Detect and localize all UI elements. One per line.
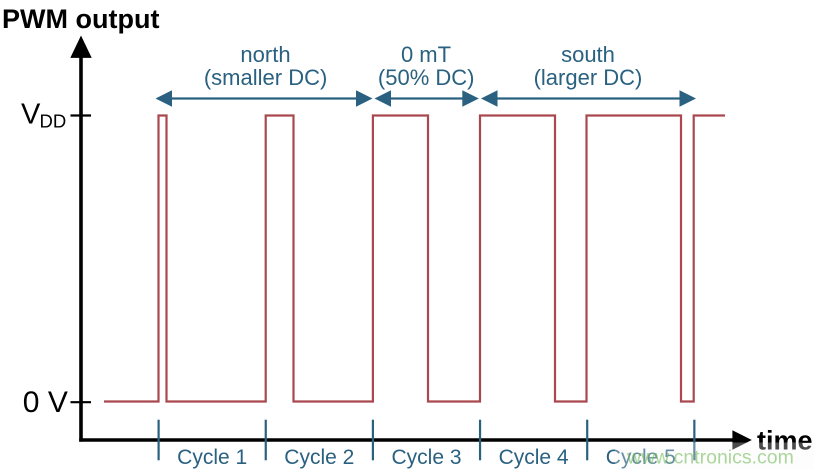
svg-text:www.cntronics.com: www.cntronics.com [626, 446, 794, 468]
svg-text:Cycle 5: Cycle 5 [606, 446, 676, 469]
svg-text:Cycle 4: Cycle 4 [499, 446, 569, 469]
svg-text:north: north [240, 42, 290, 67]
svg-text:Cycle 1: Cycle 1 [177, 446, 247, 469]
svg-text:(smaller DC): (smaller DC) [204, 65, 327, 90]
svg-text:PWM output: PWM output [2, 4, 159, 34]
svg-text:(larger DC): (larger DC) [534, 65, 643, 90]
svg-text:V: V [21, 98, 41, 130]
svg-text:time: time [757, 425, 813, 455]
svg-text:DD: DD [40, 111, 67, 132]
svg-text:Cycle 3: Cycle 3 [391, 446, 461, 469]
svg-text:0 V: 0 V [23, 386, 68, 419]
svg-text:(50% DC): (50% DC) [378, 65, 475, 90]
svg-text:0 mT: 0 mT [401, 42, 451, 67]
svg-text:Cycle 2: Cycle 2 [284, 446, 354, 469]
svg-text:south: south [561, 42, 615, 67]
